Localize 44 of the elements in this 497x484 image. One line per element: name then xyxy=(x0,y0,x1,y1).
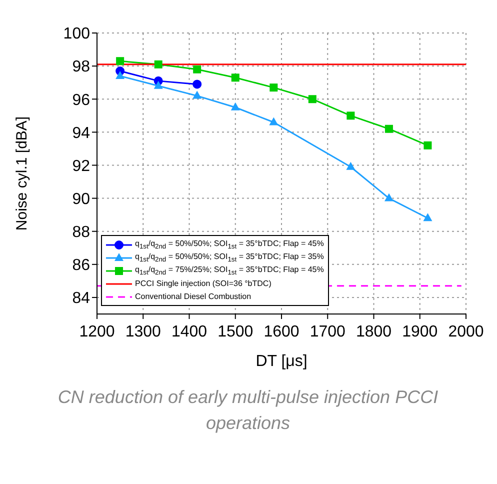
point xyxy=(346,112,355,120)
legend-label: q$_{1st}$/q$_{2nd}$ = 50%/50%; SOI$_{1st}$ = 35°bTDC; Flap = 45% xyxy=(135,238,324,250)
point xyxy=(192,80,202,89)
x-tick-label: 1900 xyxy=(402,323,438,340)
x-axis-title: DT [μs] xyxy=(256,353,308,370)
point xyxy=(116,57,124,66)
point xyxy=(231,74,240,82)
legend-label: PCCI Single injection (SOI=36 °bTDC) xyxy=(135,279,272,288)
point xyxy=(193,65,202,74)
x-tick-label: 1300 xyxy=(125,323,162,340)
x-tick-label: 1200 xyxy=(79,323,115,340)
x-tick-label: 2000 xyxy=(448,323,484,340)
point xyxy=(423,213,432,222)
y-tick-label: 98 xyxy=(72,58,90,76)
point xyxy=(192,90,202,99)
y-tick-label: 100 xyxy=(63,26,90,43)
x-tick-label: 1800 xyxy=(356,323,392,340)
point xyxy=(346,162,356,170)
y-axis-title: Noise cyl.1 [dBA] xyxy=(13,116,30,231)
y-tick-label: 86 xyxy=(72,257,90,274)
point xyxy=(230,102,240,110)
y-tick-label: 88 xyxy=(72,224,90,242)
y-tick-label: 96 xyxy=(72,92,90,109)
x-tick-label: 1400 xyxy=(171,323,208,340)
point xyxy=(154,60,162,68)
point xyxy=(308,95,316,104)
x-tick-label: 1600 xyxy=(264,323,300,340)
legend-label: q$_{1st}$/q$_{2nd}$ = 75%/25%; SOI$_{1st}$ = 35°bTDC; Flap = 45% xyxy=(135,264,324,276)
x-tick-label: 1500 xyxy=(218,323,254,340)
point xyxy=(384,193,394,202)
y-tick-label: 90 xyxy=(72,190,90,208)
text: CN reduction of early multi-pulse injection PCCI operations xyxy=(56,386,440,435)
point xyxy=(116,70,125,79)
point xyxy=(154,80,163,89)
point xyxy=(424,141,432,150)
point xyxy=(384,124,393,133)
point xyxy=(270,84,278,92)
legend-label: Conventional Diesel Combustion xyxy=(135,292,252,301)
point xyxy=(269,117,278,126)
x-tick-label: 1700 xyxy=(310,323,346,340)
y-tick-label: 84 xyxy=(72,290,90,308)
y-tick-label: 94 xyxy=(72,124,90,142)
legend-label: q$_{1st}$/q$_{2nd}$ = 50%/50%; SOI$_{1st}$ = 35°bTDC; Flap = 35% xyxy=(135,252,324,264)
y-tick-label: 92 xyxy=(72,158,90,175)
